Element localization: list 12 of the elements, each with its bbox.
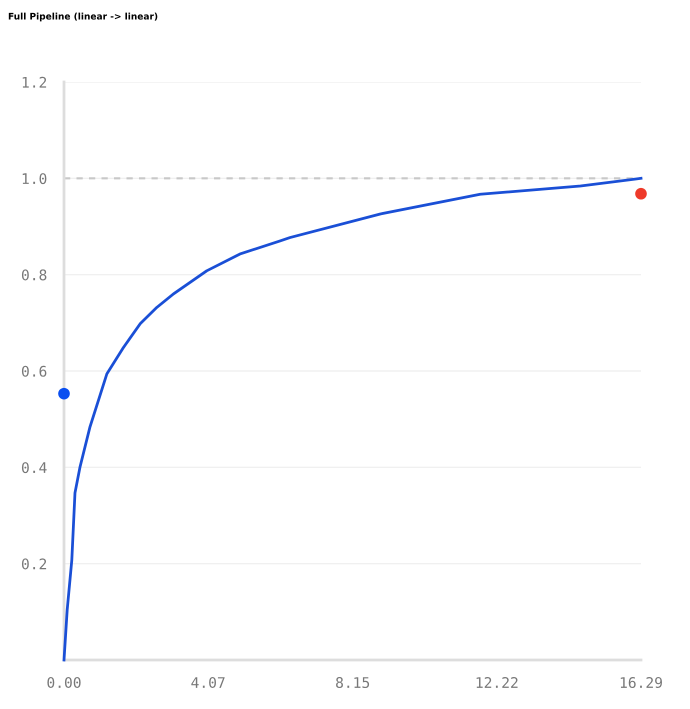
y-tick-label: 0.8 — [22, 269, 46, 280]
x-tick-label: 16.29 — [620, 677, 662, 688]
y-tick-label: 1.0 — [22, 173, 46, 184]
x-tick-label: 0.00 — [47, 677, 81, 688]
x-tick-label: 12.22 — [476, 677, 518, 688]
y-tick-label: 0.4 — [22, 462, 47, 474]
y-tick-label: 0.2 — [22, 558, 46, 570]
x-tick-label: 8.15 — [336, 677, 370, 688]
y-tick-label: 0.6 — [22, 366, 46, 377]
x-tick-label: 4.07 — [191, 677, 225, 688]
chart-title: Full Pipeline (linear -> linear) — [8, 12, 158, 22]
y-tick-label: 1.2 — [22, 76, 46, 88]
